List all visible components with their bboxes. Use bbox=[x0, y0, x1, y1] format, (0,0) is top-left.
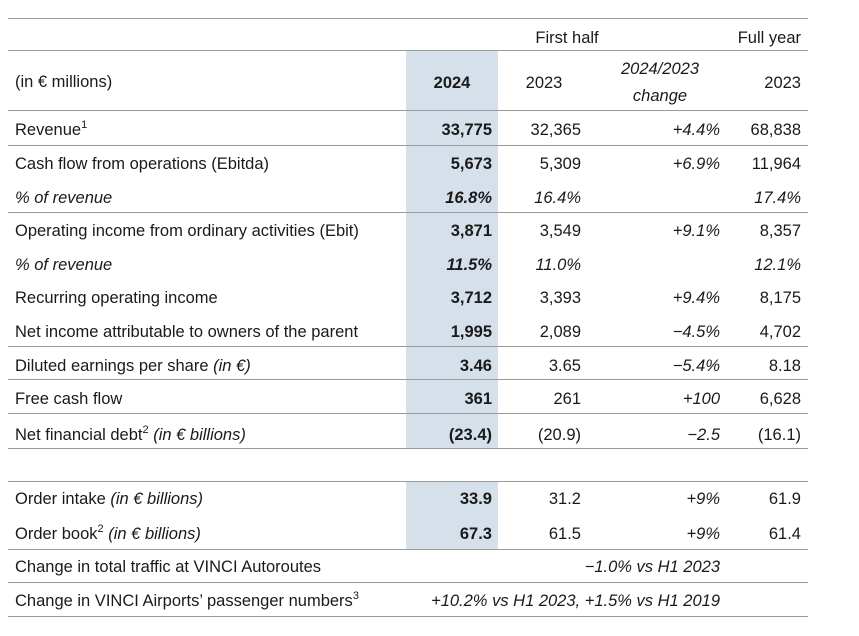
row-value-2023: 32,365 bbox=[530, 121, 581, 139]
row-full-year: 68,838 bbox=[750, 121, 801, 139]
row-full-year: 61.9 bbox=[768, 490, 801, 508]
row-label: Order book2 (in € billions) bbox=[15, 523, 201, 544]
header-col-change-line1: 2024/2023 bbox=[621, 60, 699, 78]
row-value-2024: 361 bbox=[464, 390, 492, 408]
row-value-2023: 3,549 bbox=[539, 222, 581, 240]
rule-row bbox=[8, 346, 808, 347]
row-label: Net financial debt2 (in € billions) bbox=[15, 424, 246, 445]
rule-row bbox=[8, 145, 808, 146]
header-col-full-2023: 2023 bbox=[764, 74, 801, 92]
row-full-year: 8.18 bbox=[768, 357, 801, 375]
row-full-year: 12.1% bbox=[754, 256, 801, 274]
row-value-2023: 3.65 bbox=[548, 357, 581, 375]
traffic-label: Change in total traffic at VINCI Autorou… bbox=[15, 558, 322, 576]
row-value-2024: 67.3 bbox=[459, 525, 492, 543]
row-value-2024: (23.4) bbox=[448, 426, 492, 444]
row-label: Diluted earnings per share (in €) bbox=[15, 357, 251, 375]
row-change: +9% bbox=[686, 490, 720, 508]
row-change: +9% bbox=[686, 525, 720, 543]
row-change: +6.9% bbox=[672, 155, 720, 173]
rule-row bbox=[8, 481, 808, 482]
header-unit-label: (in € millions) bbox=[15, 73, 113, 91]
airports-label: Change in VINCI Airports’ passenger numb… bbox=[15, 590, 359, 611]
row-value-2023: 261 bbox=[553, 390, 581, 408]
row-full-year: 4,702 bbox=[759, 323, 801, 341]
row-full-year: 17.4% bbox=[754, 189, 801, 207]
row-change: −5.4% bbox=[672, 357, 720, 375]
row-value-2023: 16.4% bbox=[534, 189, 581, 207]
row-value-2024: 5,673 bbox=[450, 155, 492, 173]
row-change: +9.1% bbox=[672, 222, 720, 240]
rule-header-split bbox=[8, 50, 808, 51]
rule-header-bottom bbox=[8, 110, 808, 111]
row-label: Recurring operating income bbox=[15, 289, 218, 307]
row-value-2024: 16.8% bbox=[445, 189, 492, 207]
row-value-2024: 33,775 bbox=[441, 121, 492, 139]
row-value-2024: 3.46 bbox=[459, 357, 492, 375]
airports-value: +10.2% vs H1 2023, +1.5% vs H1 2019 bbox=[431, 592, 720, 610]
highlight-2024-top bbox=[406, 50, 498, 448]
row-label: Revenue1 bbox=[15, 119, 88, 140]
rule-top bbox=[8, 18, 808, 19]
row-value-2024: 33.9 bbox=[459, 490, 492, 508]
row-full-year: 11,964 bbox=[751, 155, 801, 173]
row-change: +9.4% bbox=[672, 289, 720, 307]
row-full-year: 6,628 bbox=[759, 390, 801, 408]
row-value-2023: 11.0% bbox=[535, 256, 581, 274]
row-full-year: (16.1) bbox=[757, 426, 801, 444]
row-full-year: 8,357 bbox=[759, 222, 801, 240]
row-value-2023: 2,089 bbox=[539, 323, 581, 341]
rule-row bbox=[8, 448, 808, 449]
rule-row bbox=[8, 549, 808, 550]
rule-row bbox=[8, 413, 808, 414]
row-change: +4.4% bbox=[672, 121, 720, 139]
row-label: Operating income from ordinary activitie… bbox=[15, 222, 359, 240]
row-value-2024: 1,995 bbox=[450, 323, 492, 341]
header-col-2024: 2024 bbox=[433, 74, 471, 92]
row-value-2023: 5,309 bbox=[539, 155, 581, 173]
highlight-2024-bottom bbox=[406, 481, 498, 549]
row-value-2024: 3,871 bbox=[450, 222, 492, 240]
header-full-year: Full year bbox=[737, 29, 801, 47]
row-full-year: 61.4 bbox=[768, 525, 801, 543]
row-change: −4.5% bbox=[672, 323, 720, 341]
row-value-2023: 3,393 bbox=[539, 289, 581, 307]
row-value-2023: 31.2 bbox=[548, 490, 581, 508]
row-label: Cash flow from operations (Ebitda) bbox=[15, 155, 270, 173]
rule-row bbox=[8, 582, 808, 583]
header-col-change-line2: change bbox=[632, 87, 688, 105]
rule-row bbox=[8, 212, 808, 213]
row-label: % of revenue bbox=[15, 189, 113, 207]
row-change: +100 bbox=[682, 390, 720, 408]
row-label: Free cash flow bbox=[15, 390, 123, 408]
header-col-2023: 2023 bbox=[525, 74, 563, 92]
rule-row bbox=[8, 379, 808, 380]
row-value-2024: 3,712 bbox=[450, 289, 492, 307]
row-value-2024: 11.5% bbox=[446, 256, 492, 274]
row-full-year: 8,175 bbox=[759, 289, 801, 307]
row-label: Net income attributable to owners of the… bbox=[15, 323, 359, 341]
traffic-value: −1.0% vs H1 2023 bbox=[584, 558, 720, 576]
row-value-2023: 61.5 bbox=[548, 525, 581, 543]
row-label: % of revenue bbox=[15, 256, 113, 274]
row-label: Order intake (in € billions) bbox=[15, 490, 203, 508]
rule-bottom bbox=[8, 616, 808, 617]
header-first-half: First half bbox=[535, 29, 599, 47]
row-change: −2.5 bbox=[687, 426, 720, 444]
row-value-2023: (20.9) bbox=[537, 426, 581, 444]
